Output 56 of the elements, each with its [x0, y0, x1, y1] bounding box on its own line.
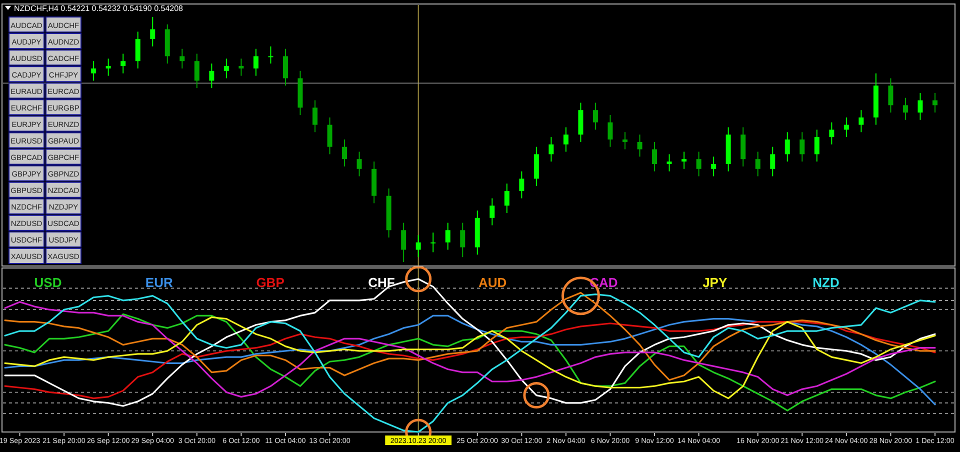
candlestick — [356, 151, 362, 177]
candlestick — [814, 129, 820, 162]
candlestick — [342, 139, 348, 167]
candlestick — [430, 232, 436, 253]
candlestick — [608, 114, 613, 148]
candlestick — [652, 141, 658, 172]
candlestick — [401, 222, 406, 262]
candlestick — [445, 222, 450, 250]
candlestick — [622, 132, 628, 150]
candlestick — [312, 100, 318, 133]
chart-title: NZDCHF,H4 0.54221 0.54232 0.54190 0.54208 — [14, 4, 184, 13]
candlestick — [696, 151, 702, 177]
candlestick — [91, 60, 96, 82]
text: JPY — [702, 275, 728, 290]
series-label: CHF — [368, 275, 395, 290]
candlestick — [800, 132, 805, 162]
candlestick — [460, 222, 466, 258]
text: USD — [34, 275, 62, 290]
candlestick — [416, 234, 421, 258]
text: GBP — [256, 275, 285, 290]
candlestick — [888, 78, 894, 114]
candlestick — [755, 151, 760, 177]
candlestick — [563, 126, 568, 152]
text: AUD — [478, 275, 507, 290]
candlestick — [490, 198, 495, 226]
candlestick — [209, 63, 214, 89]
candlestick — [770, 146, 776, 177]
candlestick — [150, 16, 156, 47]
candlestick — [592, 102, 598, 130]
candlestick — [519, 170, 524, 199]
candlestick — [224, 58, 229, 79]
candlestick — [932, 92, 938, 114]
candlestick — [918, 92, 923, 120]
candlestick — [504, 183, 510, 214]
candlestick — [327, 116, 332, 155]
candlestick — [858, 110, 864, 133]
candlestick — [902, 97, 908, 120]
candlestick — [682, 151, 687, 170]
candlestick — [253, 48, 258, 76]
candlestick — [666, 154, 672, 172]
candlestick — [711, 156, 716, 177]
candlestick — [238, 58, 244, 76]
text: EUR — [145, 275, 174, 290]
candlestick — [844, 116, 849, 138]
candlestick — [637, 134, 642, 158]
candlestick — [135, 31, 140, 69]
candlestick — [120, 53, 126, 74]
candlestick — [548, 136, 554, 162]
candlestick — [829, 122, 834, 145]
candlestick — [268, 46, 274, 64]
candlestick — [194, 53, 200, 89]
candlestick — [282, 48, 288, 86]
candlestick — [784, 132, 790, 162]
text: NZD — [812, 275, 840, 290]
candlestick — [106, 58, 111, 76]
candlestick — [180, 48, 185, 69]
